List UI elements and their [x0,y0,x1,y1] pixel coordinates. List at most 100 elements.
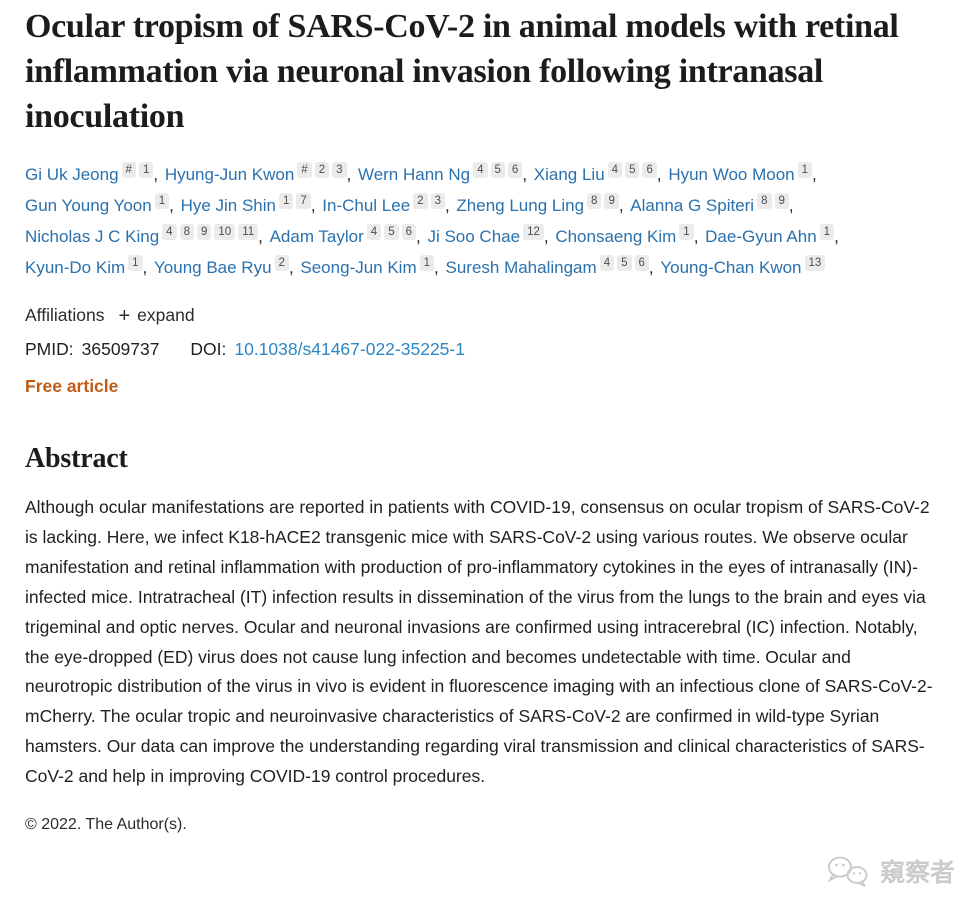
author-separator: , [444,196,455,215]
author-entry: Suresh Mahalingam 4 5 6 [445,255,649,277]
affiliation-superscript[interactable]: 6 [642,162,657,178]
free-article-badge: Free article [25,376,119,396]
article-title: Ocular tropism of SARS-CoV-2 in animal m… [25,8,899,135]
author-entry: Xiang Liu 4 5 6 [533,162,657,184]
author-entry: Young Bae Ryu 2 [154,255,289,277]
equal-contribution-marker[interactable]: # [297,162,312,178]
author-entry: Young-Chan Kwon 13 [660,255,826,277]
pmid-value: 36509737 [81,339,160,359]
author-separator: , [288,258,299,277]
author-entry: Gi Uk Jeong #1 [25,162,154,184]
affiliation-superscript[interactable]: 4 [473,162,488,178]
author-entry: Zheng Lung Ling 8 9 [456,193,619,215]
author-link[interactable]: Suresh Mahalingam [445,258,597,277]
affiliation-superscript[interactable]: 9 [774,193,789,209]
author-link[interactable]: Nicholas J C King [25,227,160,246]
affiliation-superscript[interactable]: 5 [617,255,632,271]
affiliation-superscript[interactable]: 7 [296,193,311,209]
author-entry: Kyun-Do Kim 1 [25,255,143,277]
affiliation-superscript[interactable]: 9 [196,224,212,240]
affiliation-superscript[interactable]: 1 [797,162,813,178]
affiliation-superscript[interactable]: 4 [162,224,177,240]
expand-affiliations-button[interactable]: + expand [118,305,194,326]
author-separator: , [522,165,532,184]
affiliation-superscript[interactable]: 4 [607,162,623,178]
affiliation-superscript[interactable]: 13 [804,255,826,271]
author-separator: , [142,258,152,277]
affiliations-label: Affiliations [25,305,105,325]
affiliation-superscript[interactable]: 1 [819,224,835,240]
affiliation-superscript[interactable]: 11 [238,224,259,240]
author-entry: Hyun Woo Moon 1 [668,162,813,184]
author-separator: , [812,165,817,184]
affiliation-superscript[interactable]: 6 [634,255,649,271]
author-entry: Ji Soo Chae 12 [427,224,544,246]
affiliation-superscript[interactable]: 4 [366,224,382,240]
affiliation-superscript[interactable]: 6 [507,162,523,178]
affiliation-superscript[interactable]: 2 [274,255,289,271]
author-entry: Nicholas J C King 4 8 9 10 11 [25,224,259,246]
author-link[interactable]: Hyun Woo Moon [668,165,795,184]
affiliation-superscript[interactable]: 8 [587,193,602,209]
author-separator: , [310,196,321,215]
author-link[interactable]: Hye Jin Shin [180,196,276,215]
abstract-text: Although ocular manifestations are repor… [25,497,933,787]
author-link[interactable]: Gi Uk Jeong [25,165,119,184]
author-link[interactable]: Seong-Jun Kim [300,258,417,277]
affiliation-superscript[interactable]: 1 [679,224,694,240]
author-link[interactable]: Hyung-Jun Kwon [164,165,295,184]
author-separator: , [169,196,179,215]
affiliations-row: Affiliations + expand [25,305,941,326]
affiliation-superscript[interactable]: 2 [413,193,428,209]
article-content: Ocular tropism of SARS-CoV-2 in animal m… [25,8,941,833]
author-separator: , [258,227,268,246]
affiliation-superscript[interactable]: 10 [214,224,236,240]
author-link[interactable]: Kyun-Do Kim [25,258,126,277]
author-entry: Adam Taylor 4 5 6 [269,224,416,246]
author-link[interactable]: In-Chul Lee [322,196,411,215]
author-separator: , [434,258,444,277]
affiliation-superscript[interactable]: 1 [128,255,143,271]
author-separator: , [656,165,667,184]
affiliation-superscript[interactable]: 8 [179,224,194,240]
author-entry: Dae-Gyun Ahn 1 [705,224,835,246]
author-separator: , [346,165,356,184]
affiliation-superscript[interactable]: 5 [384,224,399,240]
author-entry: Alanna G Spiteri 8 9 [630,193,789,215]
affiliation-superscript[interactable]: 1 [279,193,294,209]
affiliation-superscript[interactable]: 5 [625,162,640,178]
author-link[interactable]: Xiang Liu [533,165,605,184]
affiliation-superscript[interactable]: 3 [430,193,445,209]
affiliation-superscript[interactable]: 6 [401,224,416,240]
author-link[interactable]: Ji Soo Chae [427,227,521,246]
doi-link[interactable]: 10.1038/s41467-022-35225-1 [234,339,465,359]
author-separator: , [153,165,163,184]
author-link[interactable]: Dae-Gyun Ahn [705,227,817,246]
author-separator: , [618,196,629,215]
equal-contribution-marker[interactable]: # [121,162,136,178]
affiliation-superscript[interactable]: 9 [604,193,619,209]
affiliation-superscript[interactable]: 8 [757,193,772,209]
doi-label: DOI: [190,339,227,359]
author-link[interactable]: Chonsaeng Kim [555,227,677,246]
affiliation-superscript[interactable]: 1 [419,255,435,271]
affiliation-superscript[interactable]: 1 [138,162,154,178]
affiliation-superscript[interactable]: 3 [332,162,347,178]
author-link[interactable]: Gun Young Yoon [25,196,152,215]
affiliation-superscript[interactable]: 2 [314,162,330,178]
affiliation-superscript[interactable]: 4 [599,255,615,271]
affiliation-superscript[interactable]: 5 [490,162,505,178]
author-link[interactable]: Zheng Lung Ling [456,196,585,215]
author-link[interactable]: Young Bae Ryu [154,258,272,277]
affiliation-superscript[interactable]: 1 [154,193,170,209]
pmid-label: PMID: [25,339,74,359]
author-separator: , [788,196,794,215]
author-link[interactable]: Wern Hann Ng [357,165,471,184]
author-link[interactable]: Young-Chan Kwon [660,258,802,277]
author-link[interactable]: Alanna G Spiteri [630,196,755,215]
author-entry: Hyung-Jun Kwon #2 3 [164,162,347,184]
affiliation-superscript[interactable]: 12 [523,224,544,240]
author-link[interactable]: Adam Taylor [269,227,364,246]
identifiers-row: PMID: 36509737 DOI: 10.1038/s41467-022-352… [25,339,941,360]
